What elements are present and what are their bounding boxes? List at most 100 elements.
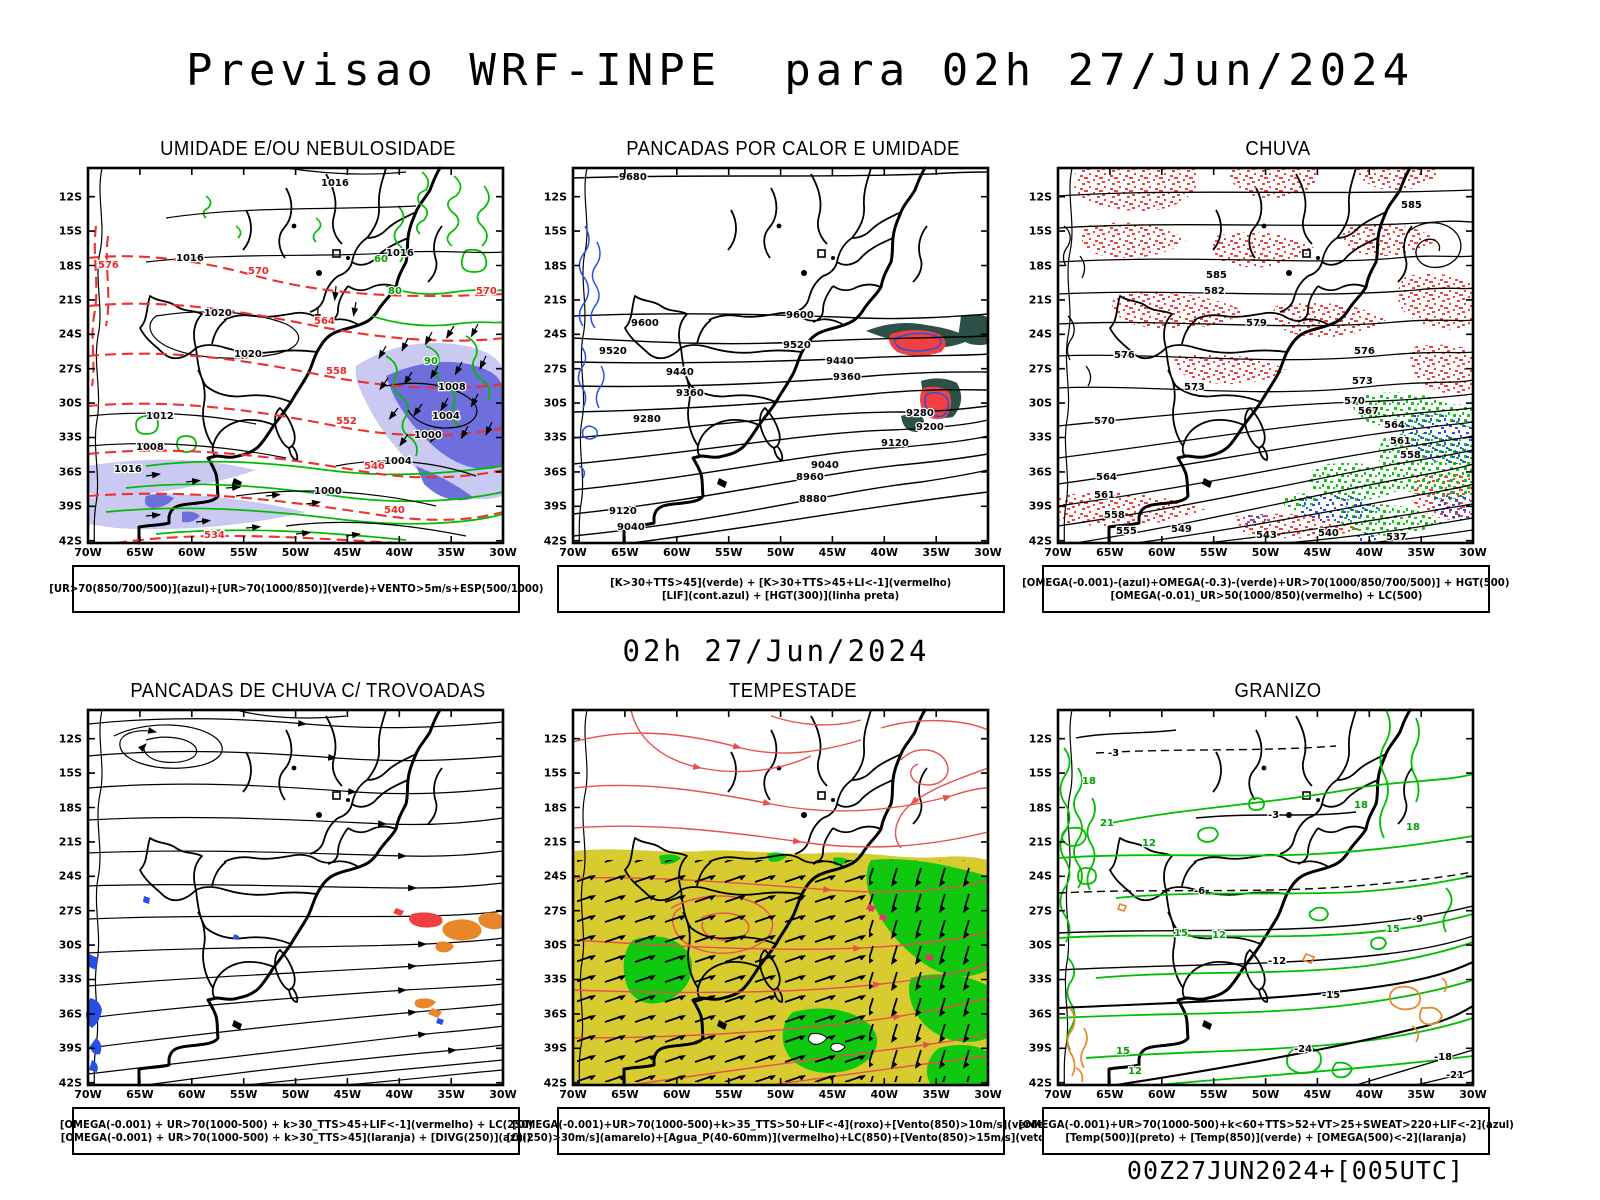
svg-text:9200: 9200 [916, 422, 944, 433]
isobar-contours [87, 167, 504, 537]
y-tick-label: 21S [1028, 835, 1052, 849]
svg-text:9360: 9360 [676, 388, 704, 399]
svg-text:8960: 8960 [796, 472, 824, 483]
svg-text:-9: -9 [1412, 914, 1423, 925]
y-tick-label: 33S [1028, 430, 1052, 444]
svg-text:579: 579 [1246, 318, 1267, 329]
legend-line: [Temp(500)](preto) + [Temp(850)](verde) … [1065, 1131, 1467, 1144]
svg-text:1008: 1008 [136, 442, 164, 453]
x-tick-label: 55W [1199, 1088, 1228, 1101]
legend-tempestade: [OMEGA(-0.001)+UR>70(1000-500)+k>35_TTS>… [507, 1107, 1055, 1155]
svg-text:567: 567 [1358, 406, 1379, 417]
svg-text:561: 561 [1390, 436, 1411, 447]
legend-chuva: [OMEGA(-0.001)-(azul)+OMEGA(-0.3)-(verde… [1022, 565, 1510, 613]
y-tick-label: 21S [1028, 293, 1052, 307]
y-tick-label: 30S [1028, 396, 1052, 410]
svg-text:540: 540 [384, 505, 405, 516]
x-axis-labels: 70W 65W 60W 55W 50W 45W 40W 35W 30W [559, 1088, 1001, 1105]
x-tick-label: 50W [1251, 546, 1280, 559]
svg-text:1012: 1012 [146, 411, 174, 422]
svg-text:582: 582 [1204, 286, 1225, 297]
svg-text:576: 576 [98, 260, 119, 271]
svg-text:9440: 9440 [826, 356, 854, 367]
temp850-green-contours [1057, 709, 1474, 1086]
x-tick-label: 40W [385, 1088, 413, 1101]
y-tick-label: 18S [543, 801, 567, 814]
x-tick-label: 60W [663, 546, 691, 559]
y-tick-label: 15S [543, 766, 567, 780]
legend-line: [OMEGA(-0.001)+UR>70(1000-500)+k<60+TTS>… [1018, 1118, 1514, 1131]
svg-text:543: 543 [1256, 530, 1277, 541]
red-thickness-contours [87, 225, 504, 545]
svg-text:573: 573 [1184, 382, 1205, 393]
x-tick-label: 70W [74, 1088, 102, 1101]
legend-umidade: [UR>70(850/700/500)](azul)+[UR>70(1000/8… [49, 565, 543, 613]
svg-text:585: 585 [1401, 200, 1422, 211]
svg-text:549: 549 [1171, 524, 1192, 535]
x-axis-labels: 70W 65W 60W 55W 50W 45W 40W 35W 30W [559, 546, 1001, 563]
svg-text:573: 573 [1352, 376, 1373, 387]
svg-text:9520: 9520 [783, 340, 811, 351]
x-tick-label: 55W [1199, 546, 1228, 559]
x-tick-label: 35W [437, 1088, 465, 1101]
y-axis-labels: 12S 15S 18S 21S 24S 27S 30S 33S 36S 39S 42S [537, 166, 568, 547]
svg-text:9280: 9280 [906, 408, 934, 419]
contour-labels: 585 585 582 579 576 576 573 573 570 570 … [1093, 199, 1423, 545]
y-tick-label: 21S [58, 293, 82, 307]
svg-text:1004: 1004 [384, 456, 412, 467]
legend-line: [CJ(250)>30m/s](amarelo)+[Agua_P(40-60mm… [506, 1131, 1056, 1144]
y-tick-label: 36S [1028, 1007, 1052, 1021]
svg-text:537: 537 [1386, 532, 1407, 543]
x-tick-label: 70W [559, 546, 587, 559]
y-tick-label: 30S [58, 396, 82, 410]
x-tick-label: 60W [663, 1088, 691, 1101]
x-tick-label: 45W [1303, 1088, 1332, 1101]
y-tick-label: 24S [1028, 327, 1052, 341]
y-tick-label: 21S [543, 293, 567, 307]
x-axis-labels: 70W 65W 60W 55W 50W 45W 40W 35W 30W [1044, 1088, 1486, 1105]
panel-umidade: UMIDADE E/OU NEBULOSIDADE 12S 15S 18S 21S 24… [49, 138, 543, 613]
panel-granizo: GRANIZO 12S 15S 18S 21S 24S 27S 30S 33S 36S 39S 42… [1018, 680, 1514, 1155]
green-rh-contours [105, 171, 504, 541]
x-tick-label: 45W [818, 1088, 847, 1101]
y-tick-label: 42S [1028, 534, 1052, 548]
y-tick-label: 39S [1028, 499, 1052, 513]
svg-text:570: 570 [1344, 396, 1365, 407]
legend-line: [OMEGA(-0.001)+UR>70(1000-500)+k>35_TTS>… [512, 1118, 1050, 1131]
hgt300-contours [572, 171, 989, 544]
shading-espessura [88, 342, 503, 530]
x-tick-label: 70W [1044, 1088, 1072, 1101]
map-umidade: 1016 1016 1016 1020 1020 1012 1008 1016 … [86, 166, 505, 545]
white-holes [807, 1033, 846, 1052]
x-tick-label: 70W [74, 546, 102, 559]
svg-text:570: 570 [1094, 416, 1115, 427]
x-tick-label: 40W [870, 1088, 898, 1101]
x-tick-label: 35W [1407, 1088, 1435, 1101]
legend-granizo: [OMEGA(-0.001)+UR>70(1000-500)+k<60+TTS>… [1018, 1107, 1514, 1155]
y-tick-label: 27S [58, 904, 82, 918]
svg-text:15: 15 [1386, 924, 1400, 935]
y-tick-label: 12S [1028, 732, 1052, 746]
instability-blobs [86, 896, 502, 1072]
y-tick-label: 33S [543, 972, 567, 986]
y-tick-label: 24S [543, 869, 567, 883]
y-tick-label: 39S [58, 1041, 82, 1055]
svg-text:558: 558 [1104, 510, 1125, 521]
svg-text:15: 15 [1116, 1046, 1130, 1057]
x-tick-label: 70W [559, 1088, 587, 1101]
y-tick-label: 30S [543, 396, 567, 410]
y-tick-label: 36S [58, 465, 82, 479]
y-axis-labels: 12S 15S 18S 21S 24S 27S 30S 33S 36S 39S 42S [52, 708, 83, 1089]
svg-text:90: 90 [424, 356, 438, 367]
svg-text:9120: 9120 [881, 438, 909, 449]
svg-text:558: 558 [326, 366, 347, 377]
svg-text:9440: 9440 [666, 367, 694, 378]
legend-line: [LIF](cont.azul) + [HGT(300)](linha pret… [662, 589, 900, 602]
svg-text:12: 12 [1128, 1066, 1142, 1077]
legend-line: [OMEGA(-0.001)-(azul)+OMEGA(-0.3)-(verde… [1022, 576, 1510, 589]
page-title: Previsao WRF-INPE para 02h 27/Jun/2024 [185, 45, 1415, 97]
temp500-black-contours [1057, 729, 1474, 1087]
contour-labels: 9680 9600 9600 9520 9520 9440 9440 9360 … [598, 171, 945, 535]
x-tick-label: 65W [1096, 546, 1124, 559]
x-tick-label: 55W [229, 546, 258, 559]
